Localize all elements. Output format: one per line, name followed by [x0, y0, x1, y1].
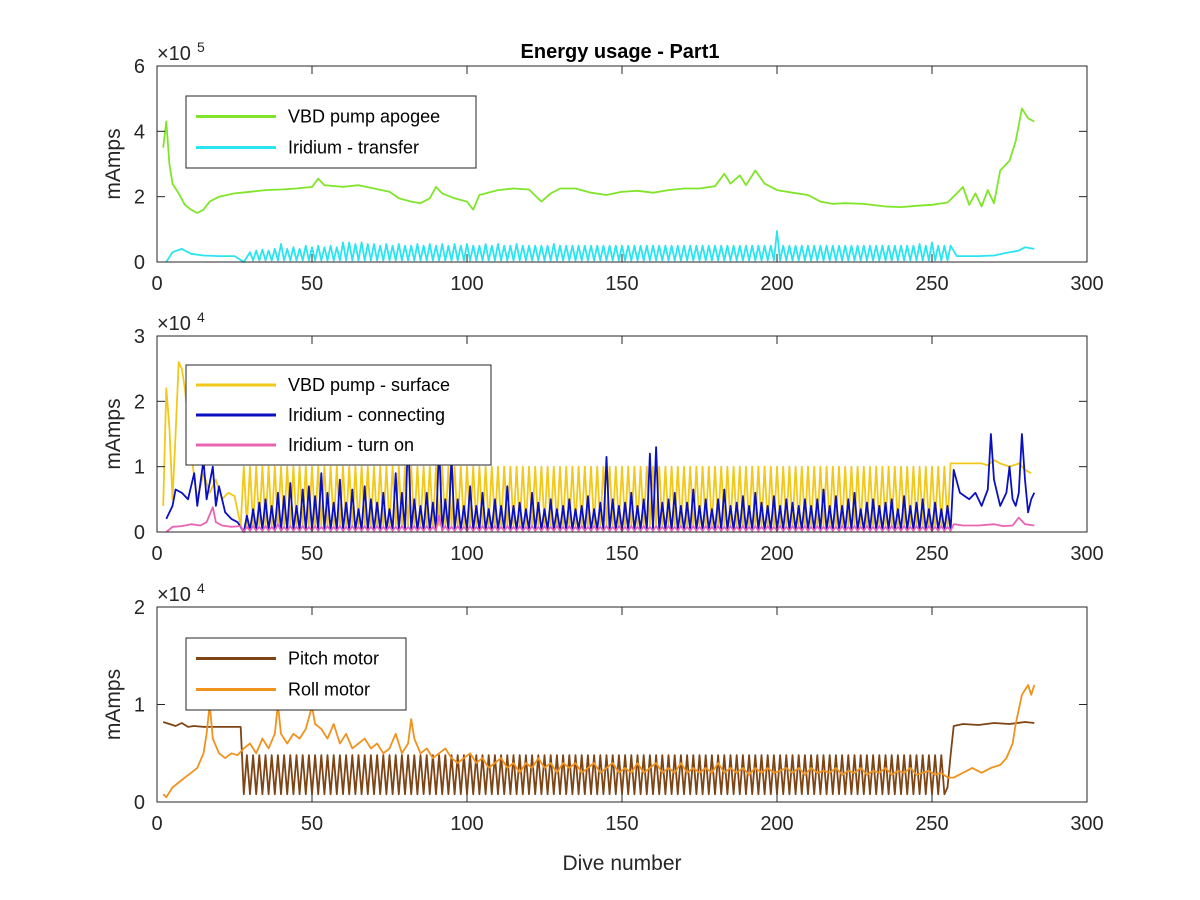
y-axis-label: mAmps — [102, 128, 125, 199]
y-tick-label: 0 — [134, 522, 145, 544]
x-tick-label: 250 — [915, 543, 948, 565]
y-tick-label: 2 — [134, 391, 145, 413]
x-tick-label: 100 — [450, 543, 483, 565]
y-tick-label: 2 — [134, 597, 145, 619]
y-tick-label: 6 — [134, 56, 145, 78]
x-tick-label: 100 — [450, 813, 483, 835]
y-tick-label: 0 — [134, 252, 145, 274]
y-axis-multiplier: ×10 — [157, 43, 191, 65]
legend-label: Iridium - connecting — [288, 405, 445, 425]
x-tick-label: 0 — [151, 813, 162, 835]
series-line-1 — [162, 107, 1035, 214]
legend-box — [185, 637, 407, 711]
x-tick-label: 250 — [915, 273, 948, 295]
panel-1: 0 50 100 150 200 250 300 0 2 4 6 ×10 5 mAmps VBD pump … — [102, 39, 1104, 295]
x-tick-label: 200 — [760, 813, 793, 835]
series-line-2 — [162, 684, 1036, 798]
x-tick-label: 300 — [1070, 543, 1103, 565]
legend: Pitch motor Roll motor — [185, 637, 407, 711]
panel-3: 0 50 100 150 200 250 300 0 1 2 ×10 4 mAmps Dive numbe… — [102, 580, 1104, 875]
series-line-2 — [165, 230, 1035, 263]
y-tick-label: 3 — [134, 326, 145, 348]
legend-label: VBD pump - surface — [288, 375, 450, 395]
y-axis-multiplier: ×10 — [157, 313, 191, 335]
y-tick-label: 2 — [134, 187, 145, 209]
x-tick-label: 150 — [605, 813, 638, 835]
legend-label: Iridium - transfer — [288, 138, 419, 158]
x-tick-label: 50 — [301, 273, 323, 295]
legend-label: Roll motor — [288, 680, 370, 700]
series-line-3 — [165, 506, 1035, 533]
x-tick-label: 0 — [151, 273, 162, 295]
y-tick-label: 1 — [134, 457, 145, 479]
legend: VBD pump apogee Iridium - transfer — [185, 95, 477, 169]
x-tick-label: 250 — [915, 813, 948, 835]
y-axis-multiplier-exponent: 4 — [197, 309, 205, 325]
legend-label: Iridium - turn on — [288, 435, 414, 455]
legend-label: Pitch motor — [288, 649, 379, 669]
y-tick-label: 4 — [134, 121, 145, 143]
chart-title: Energy usage - Part1 — [521, 41, 720, 63]
y-tick-label: 1 — [134, 695, 145, 717]
y-axis-label: mAmps — [102, 669, 125, 740]
y-axis-label: mAmps — [102, 398, 125, 469]
series-line-1 — [162, 721, 1035, 796]
x-tick-label: 150 — [605, 543, 638, 565]
x-tick-label: 200 — [760, 543, 793, 565]
x-tick-label: 0 — [151, 543, 162, 565]
panel-2: 0 50 100 150 200 250 300 0 1 2 3 ×10 4 mAmps VBD pump … — [102, 309, 1104, 565]
legend: VBD pump - surface Iridium - connecting Ir… — [185, 364, 492, 466]
y-axis-multiplier-exponent: 4 — [197, 580, 205, 596]
x-tick-label: 50 — [301, 813, 323, 835]
y-axis-multiplier-exponent: 5 — [197, 39, 205, 55]
y-tick-label: 0 — [134, 792, 145, 814]
legend-box — [185, 95, 477, 169]
y-axis-multiplier: ×10 — [157, 584, 191, 606]
x-tick-label: 300 — [1070, 813, 1103, 835]
x-tick-label: 300 — [1070, 273, 1103, 295]
x-axis-label: Dive number — [562, 852, 681, 875]
x-tick-label: 150 — [605, 273, 638, 295]
x-tick-label: 100 — [450, 273, 483, 295]
x-tick-label: 50 — [301, 543, 323, 565]
legend-label: VBD pump apogee — [288, 107, 440, 127]
x-tick-label: 200 — [760, 273, 793, 295]
